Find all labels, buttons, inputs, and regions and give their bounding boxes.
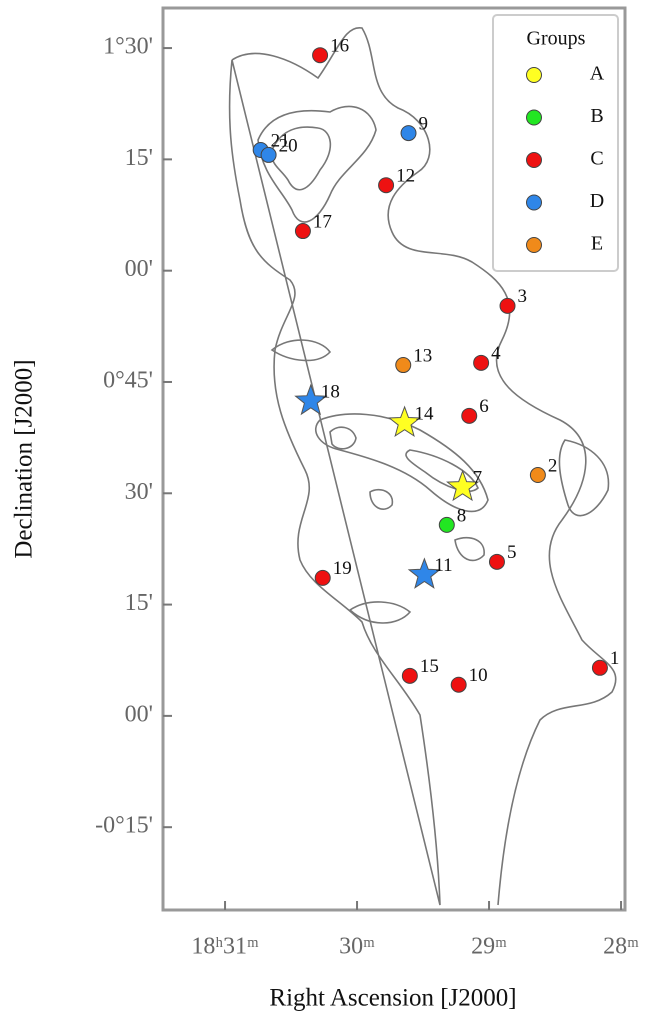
legend-box (492, 14, 619, 272)
y-tick-label: 1°30' (103, 34, 153, 60)
source-point (400, 125, 417, 142)
x-tick-label: 29ᵐ (471, 934, 507, 960)
source-label: 21 (271, 130, 290, 151)
contour (228, 27, 617, 906)
source-label: 2 (548, 455, 558, 476)
contour (558, 439, 610, 517)
contour (369, 488, 394, 510)
source-point (387, 405, 422, 438)
source-label: 14 (415, 403, 435, 424)
legend-marker (526, 67, 542, 83)
source-point (401, 667, 418, 684)
source-label: 9 (419, 113, 429, 134)
source-point (499, 297, 516, 314)
source-point (312, 47, 329, 64)
source-point (438, 516, 455, 533)
contour (348, 601, 412, 624)
y-tick-label: 0°45' (103, 367, 153, 393)
source-point (395, 357, 412, 374)
legend-marker (526, 109, 542, 126)
y-tick-label: 30' (125, 479, 153, 505)
legend-marker (526, 194, 542, 211)
y-tick-label: 15' (125, 145, 153, 171)
plot-frame (161, 6, 627, 912)
legend-label: D (590, 190, 604, 212)
y-tick-label: 00' (125, 256, 153, 282)
x-axis-label: Right Ascension [J2000] (269, 985, 516, 1012)
source-label: 8 (457, 505, 467, 526)
source-point (461, 407, 478, 424)
source-label: 15 (420, 656, 439, 677)
legend-label: B (590, 105, 603, 127)
source-point (473, 354, 490, 371)
source-point (488, 553, 505, 570)
x-tick-label: 30ᵐ (339, 934, 375, 960)
contour (270, 126, 332, 191)
source-label: 16 (330, 36, 349, 57)
source-label: 20 (279, 135, 298, 156)
contour (329, 426, 357, 450)
source-point (529, 467, 546, 484)
source-label: 13 (413, 345, 432, 366)
source-point (446, 469, 480, 502)
y-axis-label: Declination [J2000] (11, 359, 38, 558)
source-point (294, 383, 328, 416)
source-label: 17 (313, 211, 332, 232)
legend-label: E (591, 233, 603, 255)
source-label: 6 (479, 396, 489, 417)
contour (270, 339, 332, 362)
source-label: 12 (396, 166, 415, 187)
source-label: 18 (321, 381, 340, 402)
source-point (450, 676, 467, 693)
y-tick-label: 15' (125, 590, 153, 616)
source-label: 1 (610, 648, 620, 669)
source-label: 11 (434, 555, 452, 576)
source-point (294, 223, 311, 240)
x-tick-label: 28ᵐ (603, 934, 639, 960)
legend-title: Groups (527, 28, 586, 50)
contour (454, 536, 485, 562)
source-point (591, 659, 608, 676)
source-point (260, 146, 277, 163)
legend-label: A (590, 63, 605, 85)
source-point (314, 569, 331, 586)
y-tick-label: -0°15' (95, 813, 153, 839)
legend-marker (526, 237, 542, 253)
y-tick-label: 00' (125, 701, 153, 727)
source-point (378, 177, 395, 194)
source-label: 7 (473, 467, 483, 488)
source-label: 19 (333, 558, 352, 579)
legend-label: C (590, 148, 603, 170)
source-label: 4 (491, 343, 501, 364)
contour (257, 105, 377, 223)
source-label: 5 (507, 542, 516, 563)
source-label: 10 (469, 665, 488, 686)
source-label: 3 (518, 286, 528, 307)
source-point (407, 557, 441, 589)
legend-marker (526, 152, 542, 168)
x-tick-label: 18ʰ31ᵐ (191, 934, 259, 960)
